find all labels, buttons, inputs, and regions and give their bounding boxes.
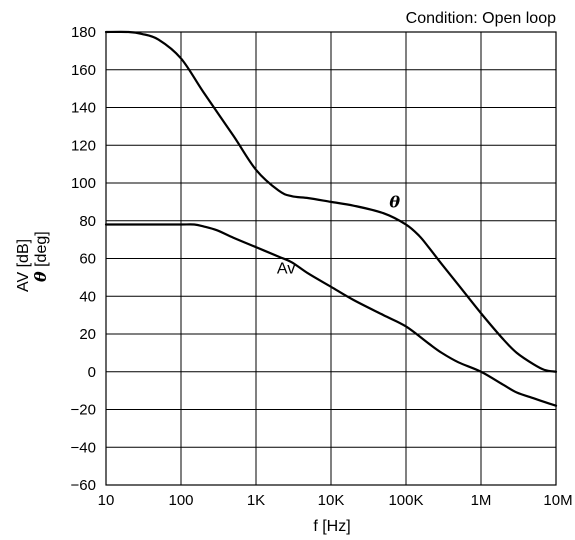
x-tick-labels: 10 100 1K 10K 100K 1M 10M [98, 492, 573, 509]
y-tick-label: 0 [88, 364, 96, 381]
y-tick-label: −20 [71, 402, 96, 419]
y-tick-label: 160 [71, 62, 96, 79]
y-tick-label: 100 [71, 175, 96, 192]
y-tick-label: 120 [71, 137, 96, 154]
x-tick-label: 1M [471, 492, 492, 509]
condition-label: Condition: Open loop [406, 10, 556, 27]
theta-curve-label: θ [389, 193, 400, 212]
y-tick-label: 140 [71, 100, 96, 117]
y-axis-label: AV [dB] θ [deg] [15, 231, 50, 292]
y-tick-labels: −60 −40 −20 0 20 40 60 80 100 120 140 160 180 [71, 24, 96, 494]
y-tick-label: −60 [71, 477, 96, 494]
x-tick-label: 1K [247, 492, 265, 509]
plot-frame [105, 31, 557, 486]
y-axis-label-av: AV [dB] [15, 239, 32, 292]
theta-symbol: θ [31, 271, 50, 282]
theta-phase-line [104, 30, 558, 373]
x-tick-label: 100 [168, 492, 193, 509]
y-tick-label: 20 [79, 326, 96, 343]
av-curve-label: Av [277, 261, 295, 278]
x-axis-label: f [Hz] [313, 518, 350, 535]
y-tick-label: 60 [79, 251, 96, 268]
x-tick-label: 10M [543, 492, 572, 509]
series-lines [104, 30, 558, 407]
y-tick-label: 40 [79, 288, 96, 305]
y-tick-label: −40 [71, 439, 96, 456]
y-axis-label-theta: θ [deg] [31, 231, 50, 282]
x-tick-label: 10K [318, 492, 345, 509]
grid-lines [105, 31, 557, 486]
curve-annotations: θ Av [277, 193, 400, 278]
av-gain-line [104, 223, 558, 407]
y-tick-label: 80 [79, 213, 96, 230]
x-tick-label: 100K [388, 492, 423, 509]
y-tick-label: 180 [71, 24, 96, 41]
x-tick-label: 10 [98, 492, 115, 509]
y-axis-label-deg: [deg] [33, 231, 50, 271]
